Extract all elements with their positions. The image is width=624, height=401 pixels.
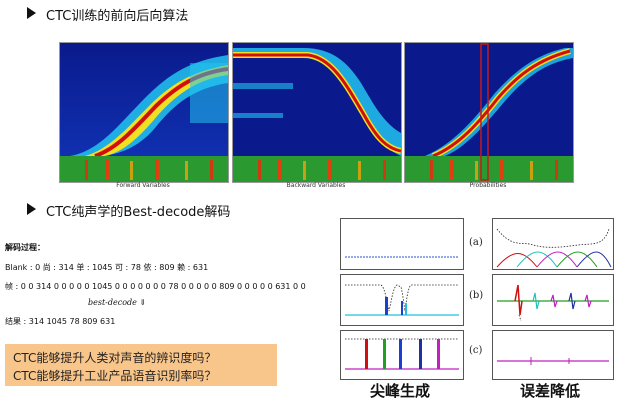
ctc-spike-panel-c — [340, 330, 464, 380]
best-decode-label: best-decode ⇓ — [88, 298, 147, 307]
question-1: CTC能够提升人类对声音的辨识度吗？ — [13, 351, 217, 365]
highlight-frame-box — [480, 43, 489, 181]
decode-frames-line: 帧 : 0 0 314 0 0 0 0 0 1045 0 0 0 0 0 0 0… — [5, 282, 306, 291]
forward-variables-panel — [59, 42, 229, 183]
question-box: CTC能够提升人类对声音的辨识度吗？ CTC能够提升工业产品语音识别率吗？ — [5, 344, 277, 386]
label-c: (c) — [469, 345, 483, 356]
spike-generation-caption: 尖峰生成 — [370, 382, 431, 400]
probabilities-caption: Probabilities — [469, 182, 507, 189]
decode-result-line: 结果 : 314 1045 78 809 631 — [5, 317, 116, 326]
section2-title: CTC纯声学的Best-decode解码 — [46, 205, 231, 220]
section1-title: CTC训练的前向后向算法 — [46, 9, 189, 24]
label-b: (b) — [469, 290, 484, 301]
probabilities-panel — [404, 42, 574, 183]
decode-vocab-line: Blank : 0 尚 : 314 单 : 1045 可 : 78 依 : 80… — [5, 263, 209, 272]
probabilities-heatmap — [405, 43, 573, 182]
error-panel-a — [492, 218, 614, 270]
ctc-spike-panel-b — [340, 274, 464, 326]
bullet-arrow-icon — [27, 7, 36, 19]
bullet-arrow-icon — [27, 203, 36, 215]
backward-heatmap — [233, 43, 401, 182]
ctc-spike-panel-a — [340, 218, 464, 270]
forward-heatmap — [60, 43, 228, 182]
question-2: CTC能够提升工业产品语音识别率吗？ — [13, 369, 217, 383]
forward-caption: Forward Variables — [116, 182, 170, 189]
decode-title: 解码过程： — [5, 243, 45, 252]
backward-caption: Backward Variables — [286, 182, 346, 189]
backward-variables-panel — [232, 42, 402, 183]
label-a: (a) — [469, 237, 483, 248]
error-panel-b — [492, 274, 614, 326]
error-reduction-caption: 误差降低 — [520, 382, 581, 400]
error-panel-c — [492, 330, 614, 380]
